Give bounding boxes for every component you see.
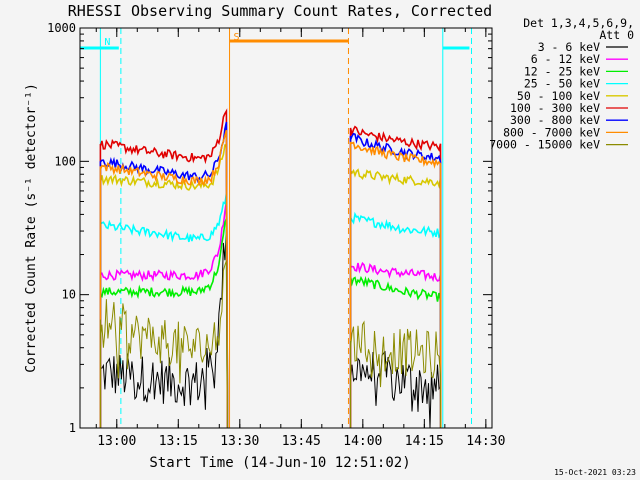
series-line-50-100-kev-segment-1 bbox=[99, 143, 229, 429]
series-line-12-25-kev-segment-2 bbox=[349, 275, 442, 429]
series-line-6-12-kev-segment-2 bbox=[349, 261, 442, 429]
legend-label-300-800-kev: 300 - 800 keV bbox=[510, 113, 600, 127]
series-line-7000-15000-kev-segment-1 bbox=[99, 260, 228, 429]
series-line-3-6-kev-segment-1 bbox=[99, 225, 228, 429]
axes: 1 10 100 1000 13:00 13:15 13:30 13:45 14:00 14:15… bbox=[47, 21, 505, 449]
series-line-800-7000-kev-segment-1 bbox=[99, 129, 229, 429]
y-tick-label: 100 bbox=[54, 154, 76, 168]
chart-title: RHESSI Observing Summary Count Rates, Co… bbox=[68, 2, 492, 20]
y-tick-label: 1 bbox=[69, 421, 76, 435]
series-line-800-7000-kev-segment-2 bbox=[349, 141, 442, 429]
legend-label-6-12-kev: 6 - 12 keV bbox=[531, 52, 600, 66]
marker-n-label: N bbox=[104, 37, 110, 48]
series-line-7000-15000-kev-segment-2 bbox=[350, 320, 442, 429]
series-line-100-300-kev-segment-1 bbox=[99, 108, 229, 429]
legend-label-800-7000-kev: 800 - 7000 keV bbox=[503, 125, 600, 139]
legend-label-25-50-kev: 25 - 50 keV bbox=[524, 77, 600, 91]
y-tick-label: 10 bbox=[62, 288, 76, 302]
legend-label-7000-15000-kev: 7000 - 15000 keV bbox=[489, 138, 600, 152]
marker-s-label: S bbox=[234, 32, 240, 43]
plot-frame bbox=[79, 27, 493, 429]
x-tick-label: 14:00 bbox=[343, 434, 382, 449]
legend-label-3-6-kev: 3 - 6 keV bbox=[538, 40, 600, 54]
legend-header-line-1: Det 1,3,4,5,6,9, bbox=[523, 16, 634, 30]
legend-label-100-300-kev: 100 - 300 keV bbox=[510, 101, 600, 115]
y-tick-label: 1000 bbox=[47, 21, 76, 35]
series-line-50-100-kev-segment-2 bbox=[349, 167, 442, 429]
series-line-25-50-kev-segment-2 bbox=[349, 211, 442, 429]
legend-label-12-25-kev: 12 - 25 keV bbox=[524, 64, 600, 78]
x-tick-label: 13:45 bbox=[282, 434, 321, 449]
series-line-6-12-kev-segment-1 bbox=[99, 200, 229, 429]
series-line-25-50-kev-segment-1 bbox=[99, 193, 229, 429]
x-tick-label: 13:15 bbox=[159, 434, 198, 449]
legend-header-line-2: Att 0 bbox=[599, 28, 634, 42]
series-line-3-6-kev-segment-2 bbox=[350, 350, 442, 429]
x-tick-label: 14:30 bbox=[466, 434, 505, 449]
legend-label-50-100-kev: 50 - 100 keV bbox=[517, 89, 600, 103]
x-tick-label: 14:15 bbox=[405, 434, 444, 449]
y-axis-label: Corrected Count Rate (s⁻¹ detector⁻¹) bbox=[24, 83, 39, 373]
series-line-100-300-kev-segment-2 bbox=[349, 125, 442, 429]
legend-header: Det 1,3,4,5,6,9, Att 0 bbox=[523, 16, 634, 42]
x-tick-label: 13:30 bbox=[220, 434, 259, 449]
footer-timestamp: 15-Oct-2021 03:23 bbox=[554, 468, 636, 477]
x-tick-label: 13:00 bbox=[97, 434, 136, 449]
series-line-12-25-kev-segment-1 bbox=[99, 218, 229, 429]
series-line-300-800-kev-segment-1 bbox=[99, 121, 229, 429]
x-axis-label: Start Time (14-Jun-10 12:51:02) bbox=[149, 455, 410, 471]
